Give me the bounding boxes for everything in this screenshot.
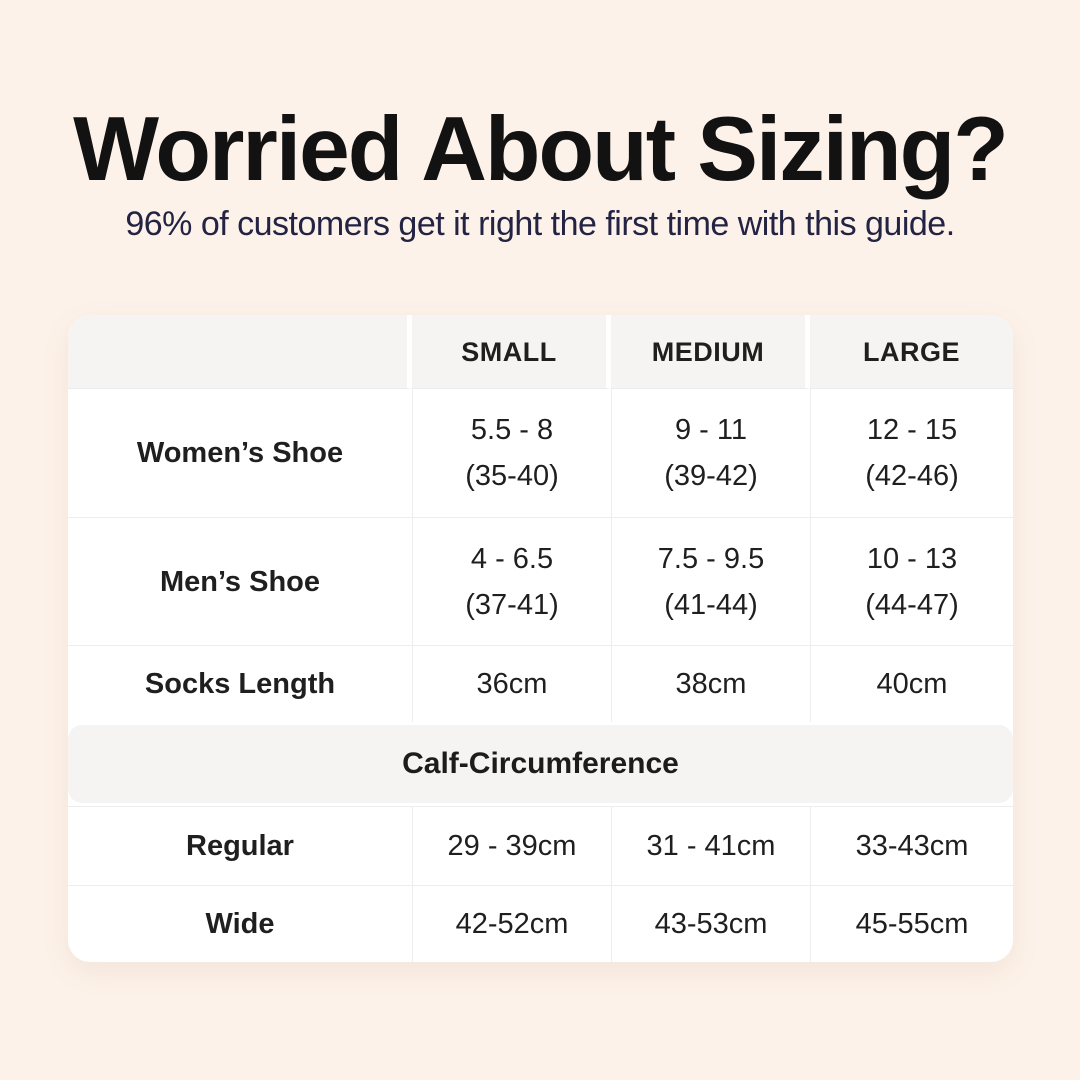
header-cell-large: LARGE [810, 315, 1013, 389]
cell-line: 4 - 6.5 [470, 542, 554, 575]
cell-line: (41-44) [664, 588, 758, 621]
cell-line: (42-46) [865, 460, 959, 492]
cell-womens-small: 5.5 - 8 (35-40) [412, 389, 611, 517]
sizing-table: SMALL MEDIUM LARGE Women’s Shoe 5.5 - 8 … [68, 315, 1013, 962]
cell-womens-large: 12 - 15 (42-46) [810, 389, 1013, 517]
page-title: Worried About Sizing? [73, 99, 1009, 200]
cell-line: 12 - 15 [866, 414, 958, 446]
cell-line: (35-40) [465, 460, 559, 492]
row-label: Women’s Shoe [136, 437, 344, 469]
cell-regular-large: 33-43cm [810, 806, 1013, 885]
cell-regular-small: 29 - 39cm [412, 806, 611, 885]
cell-line: (37-41) [465, 588, 559, 621]
cell-line: 9 - 11 [674, 414, 747, 446]
cell-line: (44-47) [865, 588, 959, 621]
cell-regular-medium: 31 - 41cm [611, 806, 810, 885]
header-cell-empty [68, 315, 412, 389]
cell-wide-large: 45-55cm [810, 885, 1013, 962]
cell-wide-medium: 43-53cm [611, 885, 810, 962]
cell-mens-medium: 7.5 - 9.5 (41-44) [611, 517, 810, 645]
table-row-regular: Regular 29 - 39cm 31 - 41cm 33-43cm [68, 806, 1013, 885]
header-cell-small: SMALL [412, 315, 611, 389]
cell-socks-large: 40cm [810, 645, 1013, 722]
table-header-row: SMALL MEDIUM LARGE [68, 315, 1013, 389]
cell-socks-medium: 38cm [611, 645, 810, 722]
cell-line: 10 - 13 [866, 542, 958, 575]
row-label: Regular [68, 806, 412, 885]
cell-line: (39-42) [664, 460, 758, 492]
cell-mens-small: 4 - 6.5 (37-41) [412, 517, 611, 645]
page-subtitle: 96% of customers get it right the first … [125, 205, 955, 243]
row-label: Wide [68, 885, 412, 962]
table-row-socks-length: Socks Length 36cm 38cm 40cm [68, 645, 1013, 722]
header-cell-medium: MEDIUM [611, 315, 810, 389]
cell-socks-small: 36cm [412, 645, 611, 722]
row-label: Socks Length [68, 645, 412, 722]
row-label: Men’s Shoe [68, 517, 412, 645]
cell-wide-small: 42-52cm [412, 885, 611, 962]
table-row-womens-shoe: Women’s Shoe 5.5 - 8 (35-40) 9 - 11 (39-… [68, 389, 1013, 517]
cell-line: 7.5 - 9.5 [657, 542, 765, 575]
table-row-mens-shoe: Men’s Shoe 4 - 6.5 (37-41) 7.5 - 9.5 (41… [68, 517, 1013, 645]
table-row-wide: Wide 42-52cm 43-53cm 45-55cm [68, 885, 1013, 962]
section-header-calf-circumference: Calf-Circumference [68, 725, 1013, 803]
cell-womens-medium: 9 - 11 (39-42) [611, 389, 810, 517]
cell-line: 5.5 - 8 [470, 414, 554, 446]
cell-mens-large: 10 - 13 (44-47) [810, 517, 1013, 645]
